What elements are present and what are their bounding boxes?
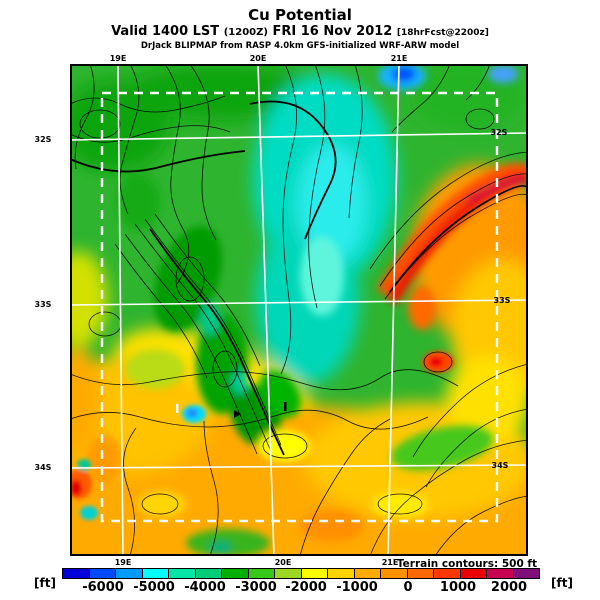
lat-tick-right: 32S	[490, 128, 508, 137]
map-frame	[70, 64, 528, 556]
colorbar-segment	[380, 569, 407, 578]
colorbar-tick-label: 0	[403, 580, 413, 595]
colorbar-segment	[88, 569, 115, 578]
map-canvas	[70, 64, 528, 556]
colorbar-segment	[486, 569, 513, 578]
colorbar-segment	[512, 569, 539, 578]
colorbar-segment	[63, 569, 89, 578]
colorbar-unit-left: [ft]	[34, 576, 56, 590]
index-contours	[70, 100, 528, 456]
colorbar-tick-label: -3000	[235, 580, 277, 595]
colorbar-segment	[327, 569, 354, 578]
colorbar-segment	[194, 569, 221, 578]
latlon-grid	[70, 64, 528, 556]
colorbar-tick-label: -1000	[336, 580, 378, 595]
lon-tick-bottom: 20E	[274, 558, 292, 567]
site-marker-white	[176, 404, 179, 413]
page-title: Cu Potential	[248, 6, 352, 24]
colorbar-segment	[353, 569, 380, 578]
domain-boundary-box	[100, 91, 499, 523]
valid-prefix: Valid 1400 LST	[111, 24, 220, 39]
colorbar-segment	[247, 569, 274, 578]
lon-tick-top: 21E	[390, 54, 408, 63]
colorbar-tick-label: -5000	[133, 580, 175, 595]
colorbar-segment	[406, 569, 433, 578]
colorbar-segment	[459, 569, 486, 578]
model-attribution-line: DrJack BLIPMAP from RASP 4.0km GFS-initi…	[140, 41, 460, 51]
colorbar-segment	[141, 569, 168, 578]
lat-tick-left: 32S	[34, 135, 52, 144]
lon-tick-bottom: 21E	[381, 558, 399, 567]
site-marker-triangle	[234, 410, 241, 418]
colorbar-tick-label: 1000	[439, 580, 477, 595]
colorbar-segment	[433, 569, 460, 578]
valid-fcst: [18hrFcst@2200z]	[396, 28, 489, 38]
lon-tick-top: 19E	[109, 54, 127, 63]
lon-tick-bottom: 19E	[114, 558, 132, 567]
colorbar-segment	[115, 569, 142, 578]
terrain-note: Terrain contours: 500 ft	[396, 558, 537, 570]
colorbar	[62, 568, 540, 579]
colorbar-segment	[221, 569, 248, 578]
colorbar-segment	[274, 569, 301, 578]
colorbar-segment	[168, 569, 195, 578]
map-border	[70, 64, 528, 556]
colorbar-segment	[300, 569, 327, 578]
valid-date: FRI 16 Nov 2012	[272, 24, 393, 39]
valid-zulu: (1200Z)	[223, 27, 268, 38]
lat-tick-right: 33S	[493, 296, 511, 305]
colorbar-tick-label: -2000	[285, 580, 327, 595]
colorbar-tick-label: -4000	[184, 580, 226, 595]
lat-tick-right: 34S	[491, 461, 509, 470]
valid-time-line: Valid 1400 LST (1200Z) FRI 16 Nov 2012 […	[0, 24, 600, 39]
lat-tick-left: 34S	[34, 463, 52, 472]
colorbar-tick-label: -6000	[82, 580, 124, 595]
site-marker-black	[284, 402, 287, 411]
colorbar-tick-label: 2000	[490, 580, 528, 595]
colorbar-unit-right: [ft]	[551, 576, 573, 590]
lon-tick-top: 20E	[249, 54, 267, 63]
lat-tick-left: 33S	[34, 300, 52, 309]
